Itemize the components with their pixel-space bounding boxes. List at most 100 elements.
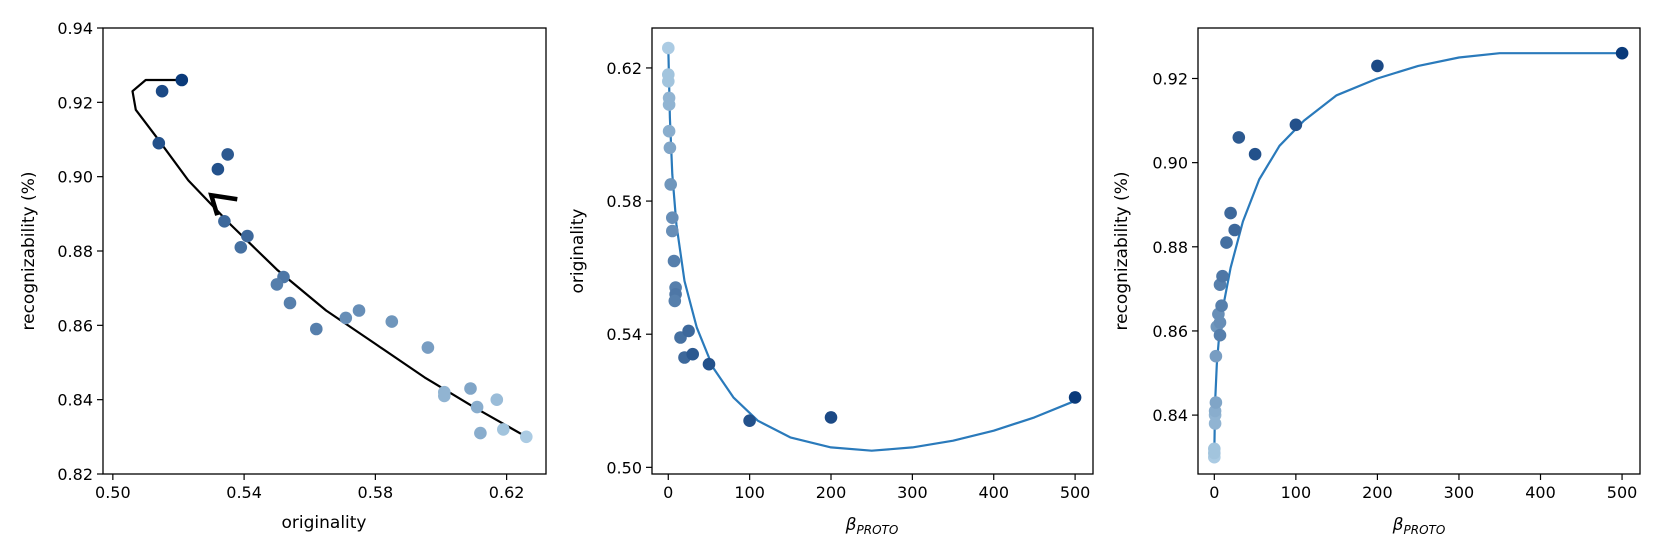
x-tick-label: 500 <box>1060 483 1091 502</box>
plot-frame <box>651 27 1094 475</box>
x-tick-label: 400 <box>978 483 1009 502</box>
data-point <box>662 98 676 111</box>
data-point <box>1213 328 1227 342</box>
data-point <box>1213 316 1227 329</box>
data-point <box>438 385 451 399</box>
data-point <box>152 136 166 150</box>
x-tick-label: 500 <box>1607 483 1638 502</box>
x-tick-label: 200 <box>1362 483 1393 502</box>
data-point <box>1208 442 1221 456</box>
data-point <box>1215 299 1228 313</box>
x-tick-label: 300 <box>897 483 928 502</box>
y-tick-label: 0.62 <box>606 59 642 78</box>
data-point <box>474 426 487 440</box>
y-axis-label: originality <box>568 209 588 294</box>
y-axis-ticks: 0.50 0.54 0.58 0.62 <box>606 59 652 477</box>
x-axis-ticks: 0 100 200 300 400 500 <box>1209 474 1637 502</box>
data-point <box>667 254 681 268</box>
data-point <box>743 414 756 428</box>
data-point <box>270 278 284 291</box>
y-tick-label: 0.92 <box>1152 69 1188 88</box>
y-tick-label: 0.86 <box>57 316 93 335</box>
data-point <box>1289 118 1303 132</box>
data-point <box>682 324 695 338</box>
x-axis-ticks: 0 100 200 300 400 500 <box>663 474 1090 502</box>
data-point <box>666 211 679 224</box>
data-point <box>1224 206 1237 220</box>
x-tick-label: 300 <box>1444 483 1475 502</box>
data-point <box>352 304 366 317</box>
y-tick-label: 0.94 <box>57 19 93 38</box>
data-point <box>385 315 399 328</box>
x-tick-label: 0.50 <box>95 483 131 502</box>
y-tick-label: 0.84 <box>57 391 93 410</box>
x-tick-label: 0.62 <box>489 483 525 502</box>
data-point <box>497 423 510 436</box>
data-point <box>221 148 234 161</box>
y-tick-label: 0.82 <box>57 465 93 484</box>
data-point <box>1232 131 1246 144</box>
data-point <box>668 294 682 308</box>
y-axis-label: recognizability (%) <box>1112 172 1132 331</box>
x-tick-label: 200 <box>816 483 847 502</box>
data-point <box>490 393 504 407</box>
y-axis-ticks: 0.82 0.84 0.86 0.88 0.90 0.92 0.94 <box>57 19 103 484</box>
x-axis-label: originality <box>282 513 367 533</box>
chart-marks <box>1208 46 1629 464</box>
panel-beta-vs-originality: 0 100 200 300 400 500 0.50 0.54 0.58 0.62 βPROTO… <box>568 27 1094 537</box>
y-axis-label: recognizability (%) <box>19 172 39 331</box>
data-point <box>1371 59 1384 73</box>
data-point <box>686 347 699 361</box>
y-tick-label: 0.84 <box>1152 406 1188 425</box>
data-point <box>702 357 716 371</box>
data-point <box>664 178 677 191</box>
data-point <box>1209 349 1223 363</box>
data-point <box>1615 46 1629 60</box>
x-tick-label: 100 <box>1281 483 1312 502</box>
trend-line <box>1213 52 1623 454</box>
chart-marks <box>662 41 1082 452</box>
data-point <box>1209 396 1223 409</box>
y-tick-label: 0.54 <box>606 325 642 344</box>
y-tick-label: 0.88 <box>57 242 93 261</box>
data-point <box>241 229 254 243</box>
data-point <box>283 296 297 310</box>
plot-frame <box>1197 27 1641 475</box>
data-point <box>824 411 838 424</box>
trend-line <box>667 47 1076 452</box>
x-tick-label: 0 <box>1209 483 1219 502</box>
data-point <box>520 430 533 444</box>
panel-beta-vs-recognizability: 0 100 200 300 400 500 0.84 0.86 0.88 0.90 0.92 βP… <box>1112 27 1641 537</box>
x-tick-label: 0.58 <box>358 483 394 502</box>
data-point <box>234 241 248 254</box>
data-point <box>666 224 679 238</box>
y-tick-label: 0.90 <box>57 168 93 187</box>
data-point <box>1216 269 1229 283</box>
data-point <box>339 311 353 325</box>
y-axis-ticks: 0.84 0.86 0.88 0.90 0.92 <box>1152 69 1198 425</box>
data-point <box>662 124 676 138</box>
data-point <box>310 322 323 336</box>
direction-arrow <box>208 192 238 216</box>
data-point <box>211 162 225 176</box>
data-point <box>1228 223 1241 237</box>
y-tick-label: 0.58 <box>606 192 642 211</box>
x-axis-label: βPROTO <box>1392 515 1446 537</box>
data-point <box>662 75 675 88</box>
x-tick-label: 0 <box>663 483 673 502</box>
x-tick-label: 100 <box>734 483 765 502</box>
data-point <box>464 382 477 395</box>
data-point <box>175 73 189 87</box>
x-axis-label: βPROTO <box>845 515 899 537</box>
panel-originality-vs-recognizability: 0.50 0.54 0.58 0.62 0.82 0.84 0.86 0.88 0.90 0.9… <box>19 19 547 533</box>
y-tick-label: 0.86 <box>1152 322 1188 341</box>
chart-marks <box>131 73 533 444</box>
trend-line <box>131 78 527 438</box>
x-tick-label: 0.54 <box>226 483 262 502</box>
y-tick-label: 0.88 <box>1152 238 1188 257</box>
data-point <box>663 141 677 155</box>
y-tick-label: 0.92 <box>57 93 93 112</box>
data-point <box>662 41 675 55</box>
data-point <box>470 400 484 414</box>
